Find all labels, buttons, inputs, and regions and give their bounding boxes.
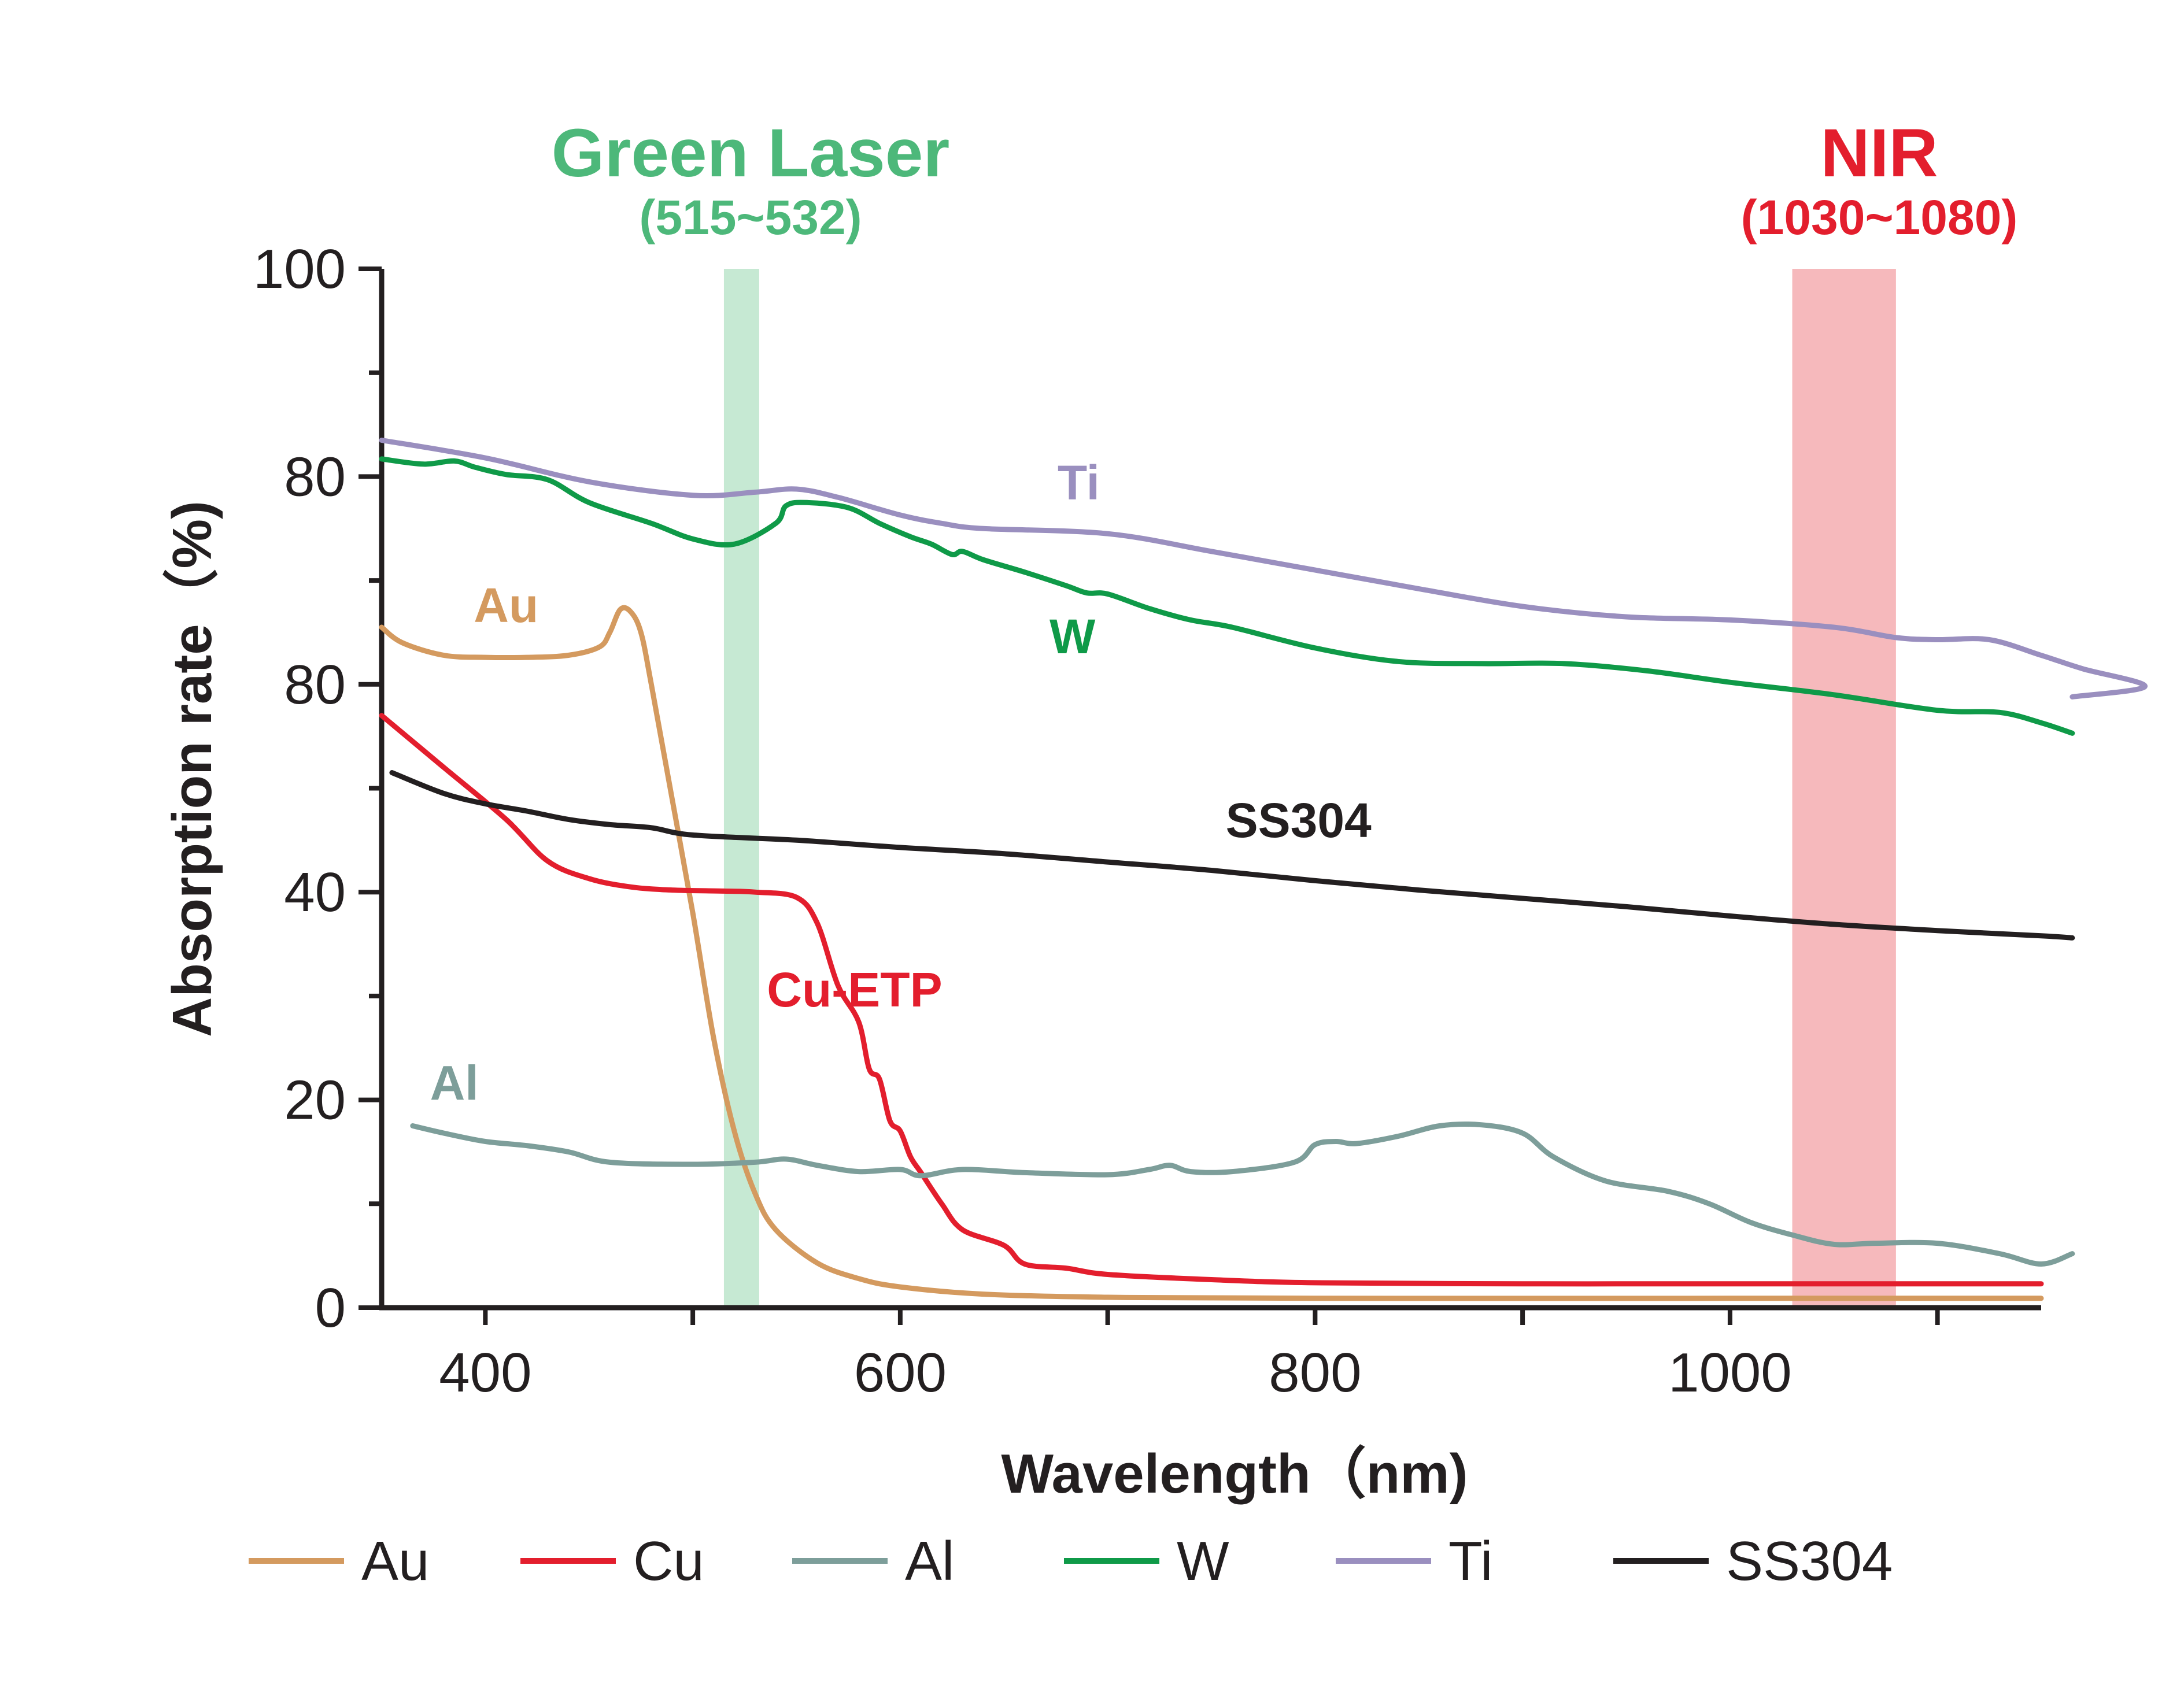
series-lines [379, 438, 2148, 1301]
series-line-au [379, 605, 2044, 1301]
x-tick-label: 400 [439, 1342, 531, 1404]
x-tick-label: 600 [854, 1342, 947, 1404]
band-title-nir: NIR [1820, 115, 1938, 191]
series-label-al: Al [430, 1056, 479, 1111]
series-labels: Au Cu-ETP Al W Ti SS304 [430, 456, 1372, 1111]
x-axis-label: Wavelength（nm) [1001, 1443, 1468, 1505]
series-label-ss304: SS304 [1226, 793, 1372, 848]
x-tick-label: 800 [1269, 1342, 1361, 1404]
series-line-cu [379, 713, 2044, 1287]
band-green-laser [723, 269, 759, 1308]
series-label-w: W [1049, 609, 1096, 664]
y-tick-label: 40 [284, 861, 346, 923]
y-tick-label: 20 [284, 1069, 346, 1131]
legend-label-ss304: SS304 [1726, 1530, 1893, 1592]
series-line-ss304 [389, 770, 2075, 941]
x-tick-label: 1000 [1668, 1342, 1792, 1404]
legend-label-ti: Ti [1448, 1530, 1492, 1592]
y-axis-label: Absorption rate（%) [161, 501, 223, 1037]
series-line-w [379, 456, 2075, 736]
axes: 0 20 40 80 80 100 400 600 800 1000 [253, 238, 2041, 1404]
laser-bands: Green Laser(515~532) NIR(1030~1080) [552, 115, 2018, 1308]
series-line-al [410, 1122, 2075, 1267]
series-line-ti [379, 438, 2148, 700]
band-nir [1792, 269, 1896, 1308]
y-tick-label: 100 [253, 238, 346, 300]
legend-label-cu: Cu [633, 1530, 704, 1592]
y-tick-label: 80 [284, 446, 346, 508]
legend: Au Cu Al W Ti SS304 [249, 1530, 1893, 1592]
band-title-green-laser: Green Laser [552, 115, 950, 191]
y-tick-label: 0 [315, 1277, 346, 1339]
series-label-cu: Cu-ETP [767, 963, 942, 1017]
band-range-green-laser: (515~532) [639, 190, 862, 245]
legend-label-w: W [1177, 1530, 1229, 1592]
y-tick-label: 80 [284, 654, 346, 716]
legend-label-al: Al [905, 1530, 954, 1592]
series-label-ti: Ti [1058, 456, 1100, 510]
band-range-nir: (1030~1080) [1741, 190, 2018, 245]
series-label-au: Au [474, 578, 538, 632]
legend-label-au: Au [361, 1530, 429, 1592]
